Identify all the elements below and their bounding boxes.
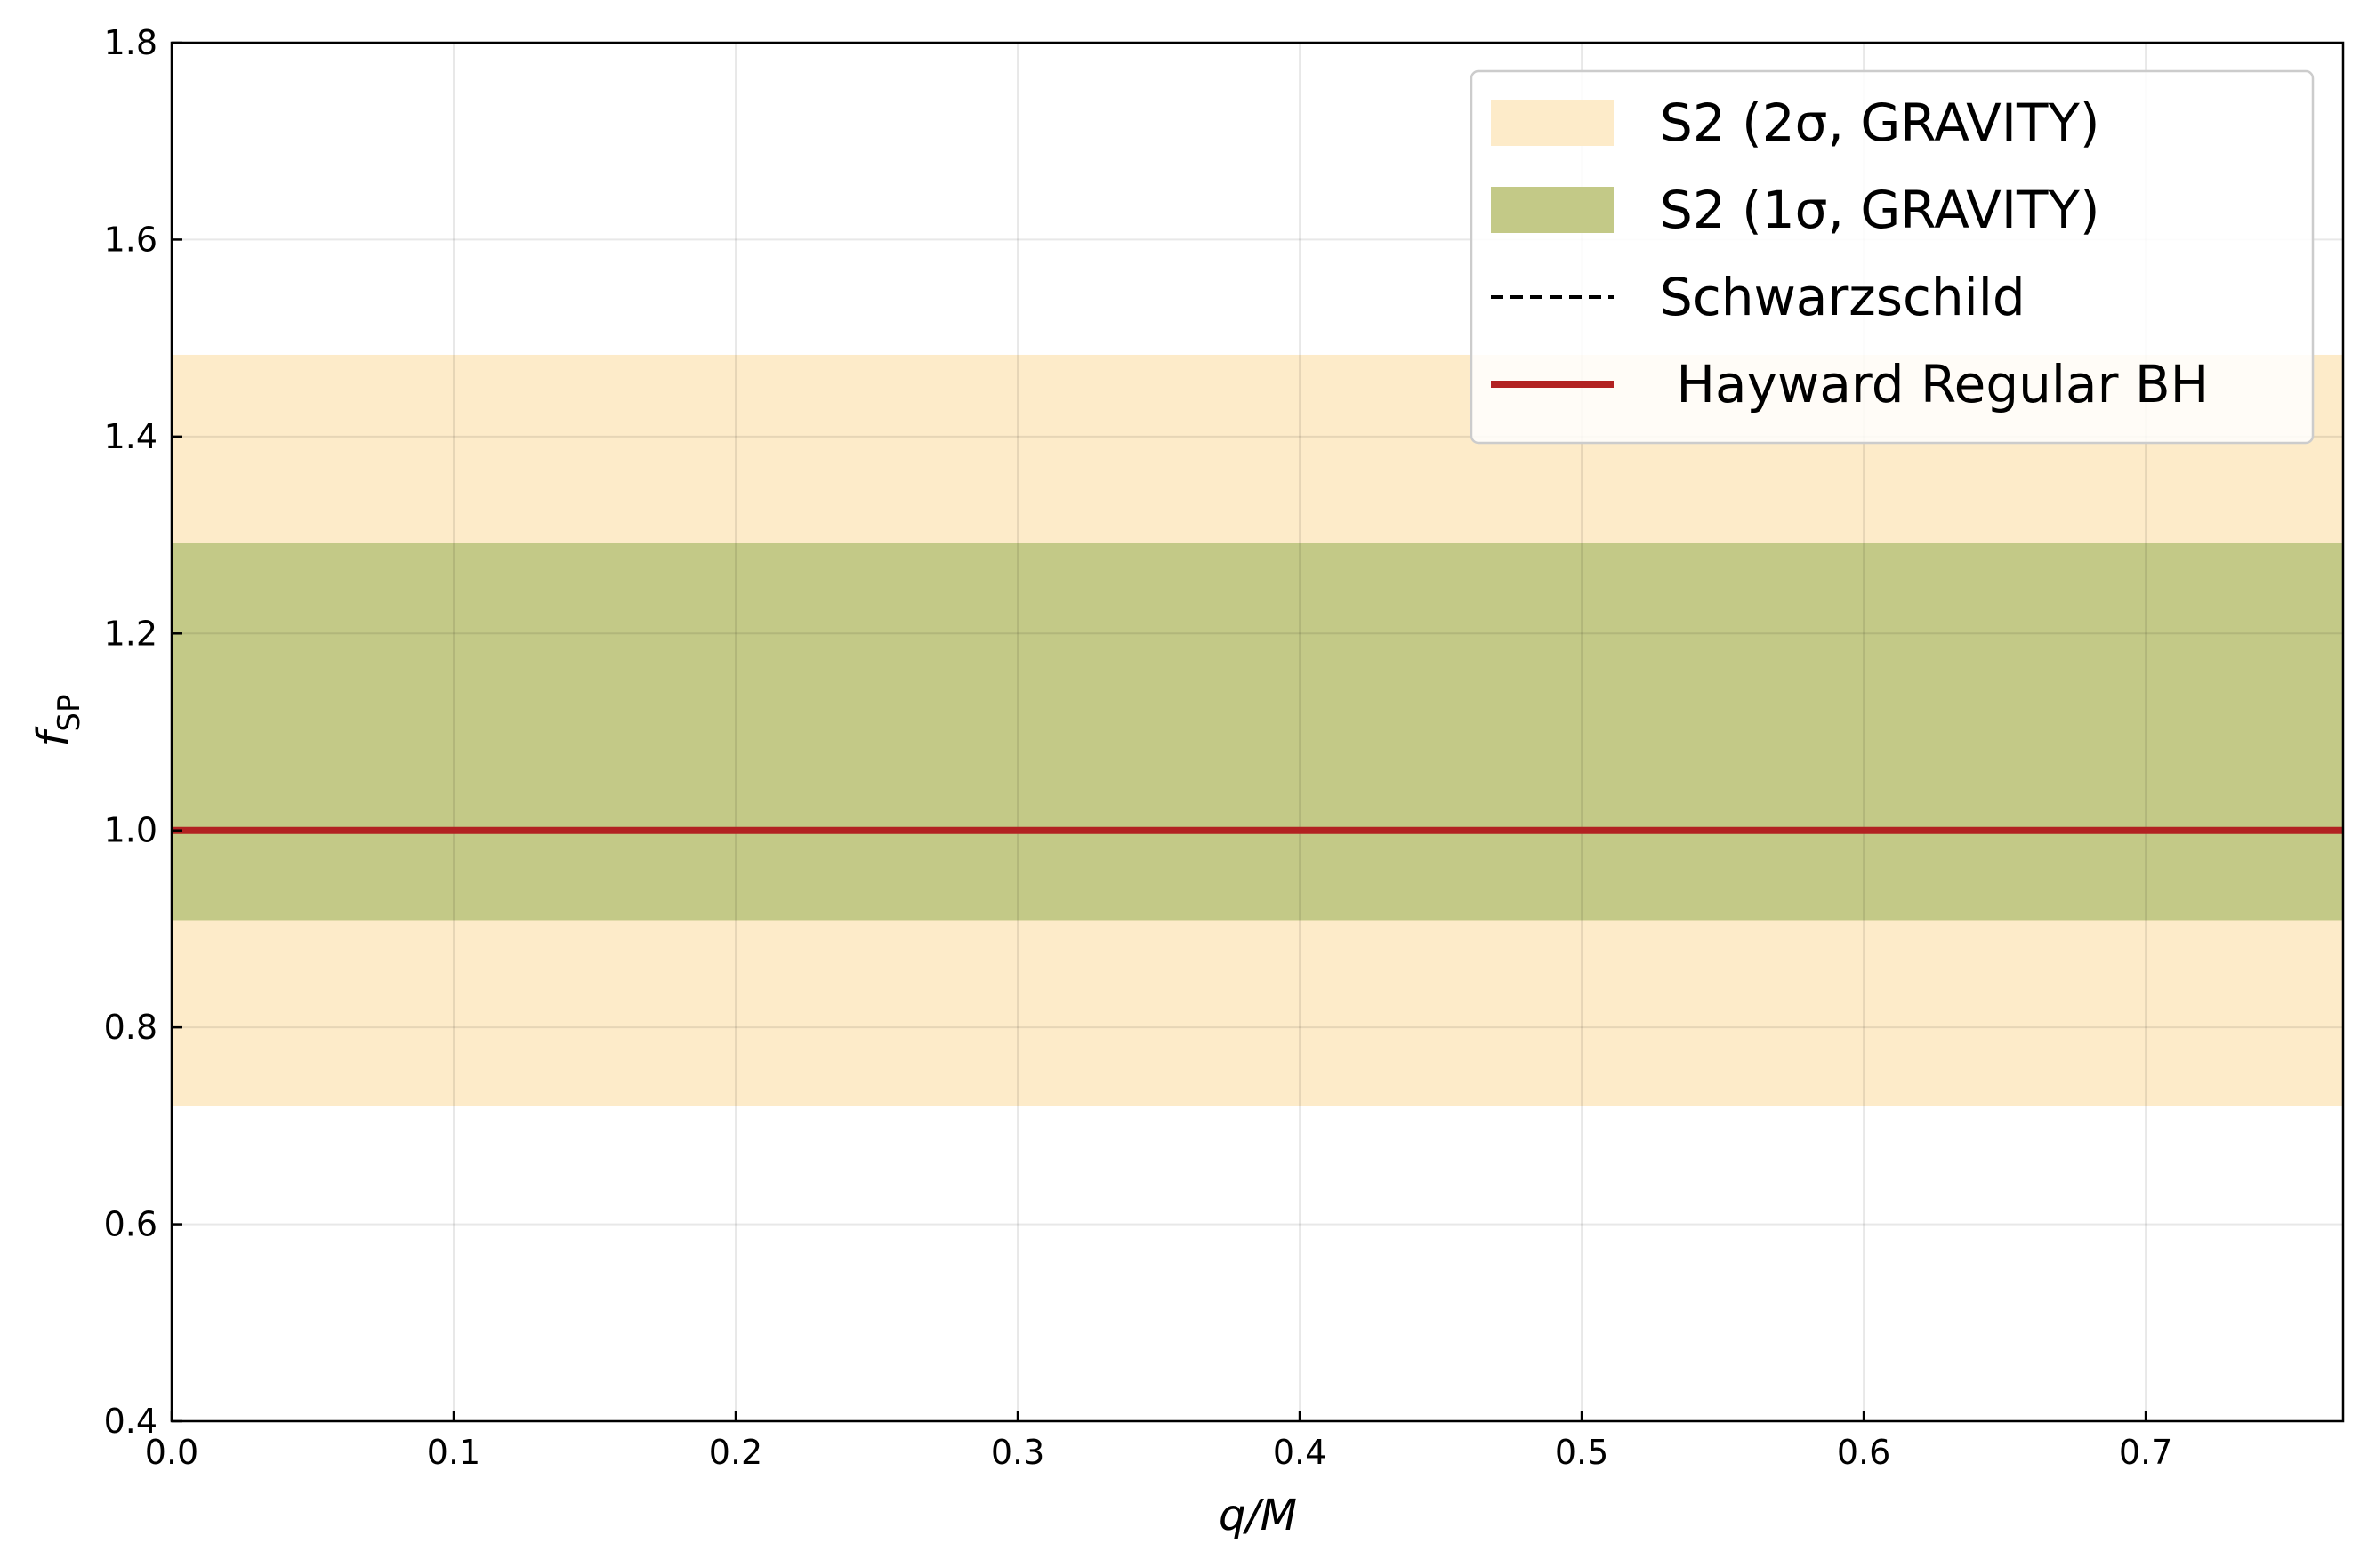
y-tick-label: 0.8	[104, 1008, 157, 1047]
plot-frame	[170, 41, 2345, 1423]
x-tick-label: 0.4	[1273, 1433, 1326, 1472]
y-tick-label: 1.8	[104, 23, 157, 62]
legend-label: S2 (1σ, GRAVITY)	[1660, 180, 2099, 240]
x-tick-label: 0.2	[709, 1433, 762, 1472]
legend-label: S2 (2σ, GRAVITY)	[1660, 92, 2099, 153]
legend-swatch	[1491, 100, 1614, 146]
legend-label: Hayward Regular BH	[1660, 354, 2209, 414]
y-tick-label: 1.2	[104, 614, 157, 653]
y-axis-label: fSP	[28, 695, 87, 747]
y-tick-label: 1.0	[104, 811, 157, 850]
y-tick-label: 0.4	[104, 1402, 157, 1441]
x-tick-label: 0.1	[427, 1433, 480, 1472]
x-tick-label: 0.0	[145, 1433, 198, 1472]
y-axis-ticks: 0.4 0.6 0.8 1.0 1.2 1.4 1.6 1.8	[104, 23, 182, 1441]
x-tick-label: 0.7	[2119, 1433, 2172, 1472]
y-tick-label: 1.4	[104, 417, 157, 456]
legend-label: Schwarzschild	[1660, 267, 2026, 327]
x-tick-label: 0.3	[991, 1433, 1044, 1472]
legend: S2 (2σ, GRAVITY) S2 (1σ, GRAVITY) Schwarzs…	[1470, 69, 2315, 445]
x-axis-label: q/M	[1219, 1491, 1297, 1540]
x-tick-label: 0.6	[1837, 1433, 1890, 1472]
y-axis-label-subscript: SP	[52, 695, 87, 732]
x-tick-label: 0.5	[1555, 1433, 1608, 1472]
legend-swatch	[1491, 187, 1614, 233]
y-tick-label: 0.6	[104, 1205, 157, 1244]
confidence-bands	[172, 354, 2343, 1106]
band-1sigma	[172, 543, 2343, 921]
legend-box	[1470, 69, 2315, 445]
y-tick-label: 1.6	[104, 220, 157, 259]
x-axis-ticks: 0.0 0.1 0.2 0.3 0.4 0.5 0.6 0.7	[145, 1411, 2172, 1472]
